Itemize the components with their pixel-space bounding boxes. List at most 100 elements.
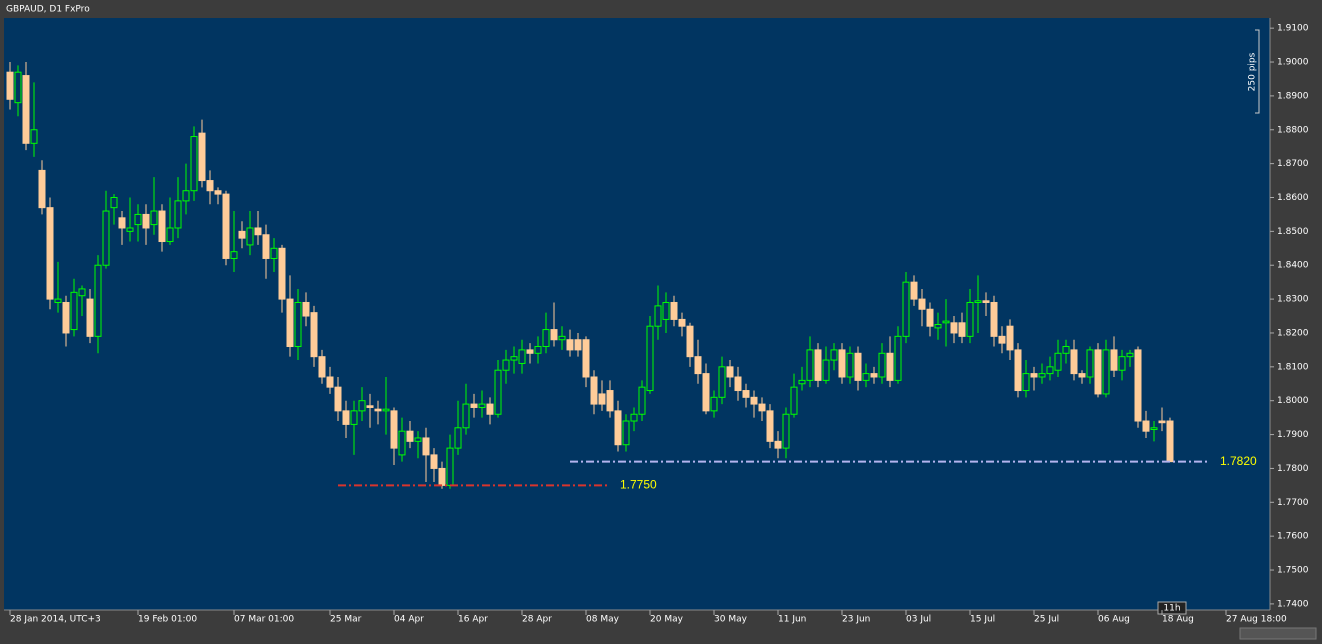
candle-body: [174, 200, 182, 229]
candle-body: [614, 410, 622, 446]
scrollbar[interactable]: [1239, 627, 1317, 640]
candle-body: [302, 301, 310, 317]
y-tick-label: 1.8900: [1277, 91, 1309, 101]
candle-body: [598, 393, 606, 405]
candle-body: [326, 376, 334, 388]
candle-body: [846, 352, 854, 378]
candle-body: [334, 386, 342, 412]
x-tick-label: 03 Jul: [906, 615, 931, 625]
x-tick-label: 11 Jun: [778, 615, 806, 625]
candle-body: [78, 288, 86, 297]
x-tick-label: 27 Aug 18:00: [1226, 615, 1287, 625]
candle-body: [606, 390, 614, 412]
candle-body: [70, 291, 78, 331]
candle-body: [854, 352, 862, 381]
y-tick-label: 1.8600: [1277, 193, 1309, 203]
candle-body: [126, 227, 134, 232]
candle-body: [166, 227, 174, 243]
candle-body: [438, 467, 446, 486]
candle-body: [494, 369, 502, 415]
candle-body: [222, 193, 230, 259]
candle-body: [366, 405, 374, 408]
cursor-box: [1157, 601, 1187, 615]
candle-body: [1126, 352, 1134, 358]
candle-body: [1102, 349, 1110, 395]
x-tick-label: 07 Mar 01:00: [234, 615, 294, 625]
y-tick-label: 1.8200: [1277, 328, 1309, 338]
y-tick-label: 1.8100: [1277, 362, 1309, 372]
x-tick-label: 08 May: [586, 615, 620, 625]
candle-body: [318, 356, 326, 378]
candle-body: [1158, 420, 1166, 424]
candle-body: [1030, 373, 1038, 378]
candle-body: [398, 430, 406, 456]
candle-body: [254, 227, 262, 236]
candle-body: [270, 247, 278, 259]
x-tick-label: 20 May: [650, 615, 684, 625]
pip-scale-label: 250 pips: [1248, 52, 1258, 91]
candle-body: [1166, 420, 1174, 463]
candle-body: [6, 71, 14, 100]
candle-body: [150, 210, 158, 226]
candle-body: [1134, 349, 1142, 422]
candle-body: [462, 403, 470, 429]
candle-body: [790, 386, 798, 415]
candle-body: [1006, 325, 1014, 351]
candle-body: [1062, 346, 1070, 354]
candle-body: [470, 403, 478, 408]
candle-body: [62, 301, 70, 334]
candle-body: [782, 413, 790, 449]
candle-body: [1038, 373, 1046, 378]
candle-body: [214, 190, 222, 195]
candle-body: [678, 318, 686, 327]
candle-body: [110, 196, 118, 209]
candle-body: [798, 379, 806, 385]
candle-body: [998, 335, 1006, 344]
candle-body: [718, 366, 726, 398]
candle-body: [294, 301, 302, 348]
candle-body: [918, 298, 926, 310]
candle-body: [1142, 420, 1150, 432]
candle-body: [878, 352, 886, 378]
candle-body: [206, 180, 214, 192]
candle-body: [526, 349, 534, 354]
y-tick-label: 1.7400: [1277, 599, 1309, 609]
y-tick-label: 1.8300: [1277, 295, 1309, 305]
candle-body: [870, 373, 878, 378]
candle-body: [662, 301, 670, 320]
candle-body: [286, 298, 294, 348]
candle-body: [182, 190, 190, 202]
candle-body: [966, 301, 974, 337]
candle-body: [902, 281, 910, 337]
candle-body: [414, 437, 422, 442]
candle-body: [46, 207, 54, 300]
candle-body: [446, 447, 454, 486]
candle-body: [406, 430, 414, 442]
candle-body: [590, 376, 598, 405]
candle-body: [358, 400, 366, 412]
candle-body: [142, 213, 150, 229]
candle-body: [774, 440, 782, 449]
candle-body: [694, 356, 702, 375]
plot-area: [4, 18, 1270, 610]
candle-body: [654, 305, 662, 327]
candle-body: [1046, 366, 1054, 375]
candle-body: [246, 227, 254, 246]
candle-body: [14, 71, 22, 104]
x-tick-label: 23 Jun: [842, 615, 870, 625]
x-tick-label: 25 Mar: [330, 615, 362, 625]
candle-body: [1078, 373, 1086, 378]
pip-scale-bracket: [1255, 29, 1260, 114]
candle-body: [1022, 373, 1030, 392]
candle-body: [430, 454, 438, 469]
candle-body: [726, 366, 734, 378]
y-tick-label: 1.7900: [1277, 430, 1309, 440]
x-tick-label: 18 Aug: [1162, 615, 1194, 625]
candle-body: [830, 349, 838, 361]
level-label: 1.7820: [1220, 454, 1257, 468]
candle-body: [1094, 349, 1102, 395]
candle-body: [102, 210, 110, 266]
candle-body: [862, 373, 870, 381]
candle-body: [766, 410, 774, 442]
